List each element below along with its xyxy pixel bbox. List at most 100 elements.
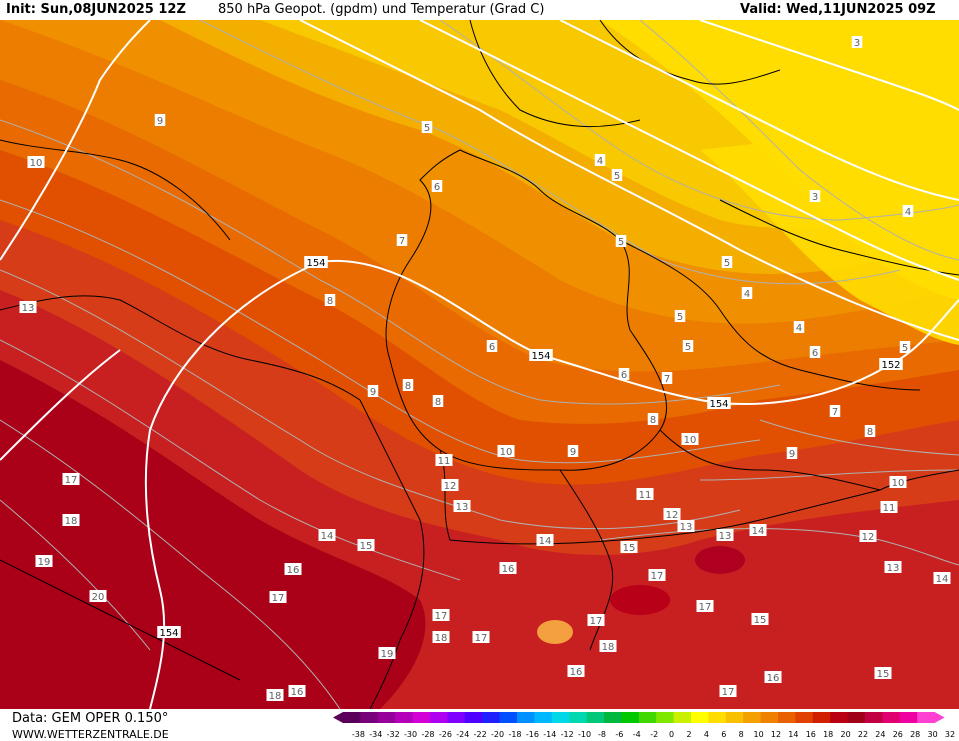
- legend-swatch: [882, 712, 901, 723]
- isotherm-label: 7: [396, 234, 408, 247]
- isotherm-label: 11: [880, 501, 898, 514]
- legend-swatch: [551, 712, 570, 723]
- isotherm-label: 6: [809, 346, 821, 359]
- legend-swatch: [899, 712, 918, 723]
- isotherm-label-text: 14: [752, 526, 765, 537]
- isotherm-label-text: 16: [767, 673, 780, 684]
- legend-tick-label: -6: [615, 730, 623, 739]
- isotherm-label-text: 6: [434, 182, 440, 193]
- legend-swatch: [656, 712, 675, 723]
- legend-tick-label: -26: [439, 730, 452, 739]
- isotherm-label: 5: [674, 310, 686, 323]
- isotherm-label: 18: [599, 640, 617, 653]
- legend-tick-label: 18: [823, 730, 833, 739]
- isotherm-label: 13: [716, 529, 734, 542]
- valid-time: Valid: Wed,11JUN2025 09Z: [740, 2, 936, 17]
- isotherm-label: 18: [62, 514, 80, 527]
- isotherm-label: 16: [499, 562, 517, 575]
- isotherm-label-text: 10: [500, 447, 513, 458]
- isotherm-label: 16: [764, 671, 782, 684]
- isotherm-label-text: 3: [812, 192, 818, 203]
- isotherm-label-text: 10: [30, 158, 43, 169]
- legend-swatch: [412, 712, 431, 723]
- legend-tick-label: 26: [893, 730, 903, 739]
- isotherm-label: 3: [809, 190, 821, 203]
- isotherm-label-text: 17: [651, 571, 664, 582]
- legend-swatch: [517, 712, 535, 723]
- isotherm-label-text: 18: [269, 691, 282, 702]
- legend-tick-label: -8: [598, 730, 606, 739]
- isotherm-label-text: 16: [502, 564, 515, 575]
- isotherm-label: 15: [620, 541, 638, 554]
- legend-swatch: [464, 712, 483, 723]
- legend-left-arrow: [333, 712, 343, 723]
- isotherm-label-text: 15: [360, 541, 373, 552]
- isotherm-label-text: 5: [724, 258, 730, 269]
- isotherm-label-text: 9: [157, 116, 163, 127]
- isotherm-label: 15: [357, 539, 375, 552]
- isotherm-label-text: 13: [719, 531, 732, 542]
- isotherm-label-text: 17: [475, 633, 488, 644]
- isotherm-label-text: 17: [722, 687, 735, 698]
- isotherm-label-text: 12: [666, 510, 679, 521]
- legend-swatch: [778, 712, 796, 723]
- isotherm-label-text: 5: [677, 312, 683, 323]
- isotherm-label: 14: [749, 524, 767, 537]
- isotherm-label-text: 18: [65, 516, 78, 527]
- legend-tick-label: -16: [526, 730, 539, 739]
- isotherm-label-text: 9: [370, 387, 376, 398]
- isotherm-label: 9: [786, 447, 798, 460]
- isotherm-label: 4: [594, 154, 606, 167]
- legend-tick-label: 20: [841, 730, 851, 739]
- isotherm-label-text: 8: [867, 427, 873, 438]
- isotherm-label: 10: [497, 445, 515, 458]
- legend-swatch: [638, 712, 657, 723]
- legend-tick-label: 10: [754, 730, 764, 739]
- country-borders: [0, 20, 959, 709]
- isotherm-label: 13: [19, 301, 37, 314]
- legend-swatch: [708, 712, 727, 723]
- legend-tick-label: -14: [543, 730, 556, 739]
- isotherm-label-text: 4: [796, 323, 802, 334]
- isotherm-label: 19: [378, 647, 396, 660]
- legend-swatch: [673, 712, 692, 723]
- legend-swatch: [534, 712, 553, 723]
- isotherm-label-text: 8: [327, 296, 333, 307]
- isotherm-label-text: 16: [291, 687, 304, 698]
- legend-tick-label: -18: [508, 730, 521, 739]
- isotherm-label: 10: [27, 156, 45, 169]
- legend-tick-label: -30: [404, 730, 417, 739]
- isotherm-label: 17: [587, 614, 605, 627]
- legend-tick-label: 12: [771, 730, 781, 739]
- isotherm-label: 10: [681, 433, 699, 446]
- geopot-label: 154: [707, 397, 731, 410]
- isotherm-label-text: 7: [832, 407, 838, 418]
- isotherm-label-text: 15: [623, 543, 636, 554]
- isotherm-label: 18: [266, 689, 284, 702]
- isotherm-label-text: 7: [399, 236, 405, 247]
- legend-swatch: [725, 712, 744, 723]
- legend-swatch: [447, 712, 466, 723]
- isotherm-label: 17: [62, 473, 80, 486]
- legend-tick-label: -2: [650, 730, 658, 739]
- legend-tick-label: -24: [456, 730, 469, 739]
- isotherm-label-text: 17: [699, 602, 712, 613]
- isotherm-label-text: 11: [438, 456, 451, 467]
- isotherm-label: 8: [864, 425, 876, 438]
- legend-tick-label: 30: [928, 730, 938, 739]
- isotherm-label: 5: [611, 169, 623, 182]
- isotherm-label-text: 18: [435, 633, 448, 644]
- geopot-label-text: 154: [306, 258, 325, 269]
- map-header: Init: Sun,08JUN2025 12Z 850 hPa Geopot. …: [0, 0, 959, 20]
- legend-tick-label: 2: [686, 730, 691, 739]
- legend-tick-label: 28: [910, 730, 920, 739]
- legend-tick-label: -20: [491, 730, 504, 739]
- legend-tick-label: 24: [875, 730, 885, 739]
- legend-tick-label: -34: [369, 730, 382, 739]
- geopot-label: 154: [529, 349, 553, 362]
- isotherm-label: 11: [636, 488, 654, 501]
- isotherm-label-text: 17: [590, 616, 603, 627]
- isotherm-label-text: 16: [287, 565, 300, 576]
- website-credit: WWW.WETTERZENTRALE.DE: [12, 728, 169, 741]
